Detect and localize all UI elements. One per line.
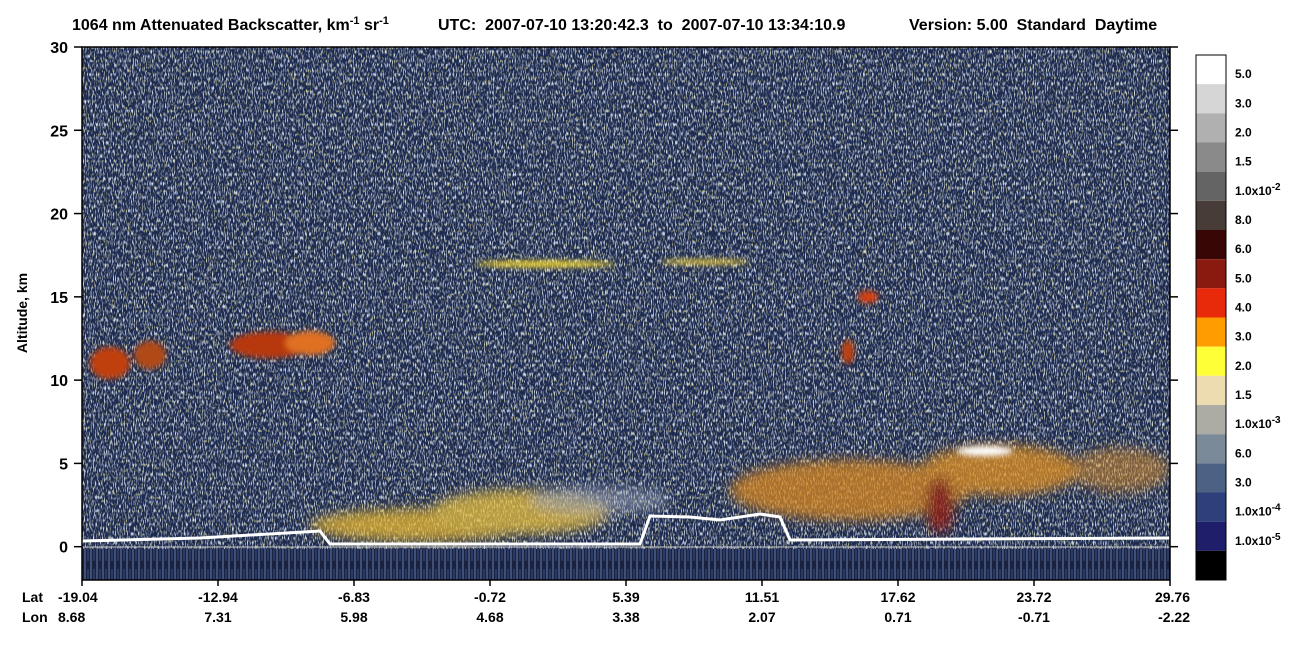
colorbar-label-text: 2.0: [1235, 126, 1252, 140]
colorbar-swatch: [1196, 463, 1226, 493]
colorbar-label: 1.0x10-4: [1235, 503, 1281, 519]
colorbar-label-text: 8.0: [1235, 213, 1252, 227]
colorbar-label-text: 3.0: [1235, 330, 1252, 344]
colorbar-swatch: [1196, 230, 1226, 260]
y-tick-label: 10: [50, 373, 68, 390]
colorbar-swatch: [1196, 288, 1226, 318]
colorbar-label-text: 1.0x10: [1235, 534, 1272, 548]
x-tick-label: 29.76: [1155, 589, 1190, 605]
colorbar-swatch: [1196, 405, 1226, 435]
colorbar-label-text: 1.0x10: [1235, 505, 1272, 519]
colorbar-label: 1.0x10-2: [1235, 182, 1281, 198]
colorbar-swatch: [1196, 84, 1226, 114]
x-tick-label: 11.51: [745, 589, 779, 605]
colorbar-label: 1.5: [1235, 388, 1252, 402]
colorbar-label-exponent: -3: [1272, 415, 1281, 426]
colorbar-label-text: 1.0x10: [1235, 184, 1272, 198]
colorbar-label: 8.0: [1235, 213, 1252, 227]
x-tick-label: -0.72: [474, 589, 506, 605]
colorbar-swatch: [1196, 521, 1226, 551]
backscatter-image: [82, 47, 1170, 580]
x-tick-label: 5.98: [340, 609, 367, 625]
colorbar-label: 3.0: [1235, 330, 1252, 344]
y-tick-label: 30: [50, 40, 68, 57]
title: 1064 nm Attenuated Backscatter, km-1 sr-…: [72, 15, 1157, 34]
colorbar-label: 1.0x10-3: [1235, 415, 1281, 431]
x-tick-label: -0.71: [1018, 609, 1050, 625]
title-sup: -1: [350, 15, 360, 27]
colorbar-swatch: [1196, 434, 1226, 464]
version: Version: 5.00 Standard Daytime: [909, 17, 1157, 34]
colorbar-swatch: [1196, 55, 1226, 85]
colorbar-swatch: [1196, 113, 1226, 143]
y-tick-label: 15: [50, 290, 68, 307]
colorbar-label: 6.0: [1235, 242, 1252, 256]
colorbar-label-text: 3.0: [1235, 476, 1252, 490]
x-tick-label: 3.38: [612, 609, 639, 625]
colorbar-swatch: [1196, 200, 1226, 230]
colorbar-label: 5.0: [1235, 271, 1252, 285]
colorbar-swatch: [1196, 171, 1226, 201]
title-main: 1064 nm Attenuated Backscatter, km: [72, 17, 350, 34]
y-tick-label: 25: [50, 123, 68, 140]
colorbar-label: 2.0: [1235, 359, 1252, 373]
axes: 0 5 10 15 20 25 30 Lat -19.04 -12.94 -6.83 -0.72 5.3…: [22, 40, 1190, 625]
x-tick-label: 0.71: [884, 609, 911, 625]
colorbar-label: 1.0x10-5: [1235, 532, 1281, 548]
y-tick-label: 5: [59, 456, 68, 473]
x-tick-label: 23.72: [1016, 589, 1051, 605]
colorbar-label-exponent: -2: [1272, 182, 1281, 193]
x-row-name: Lat: [22, 589, 43, 605]
colorbar-label: 3.0: [1235, 476, 1252, 490]
x-tick-label: -2.22: [1158, 609, 1190, 625]
colorbar-label-text: 1.5: [1235, 155, 1252, 169]
y-tick-label: 0: [59, 540, 68, 557]
colorbar-label-text: 3.0: [1235, 96, 1252, 110]
colorbar-label-text: 6.0: [1235, 242, 1252, 256]
x-tick-label: 5.39: [612, 589, 639, 605]
utc-range: UTC: 2007-07-10 13:20:42.3 to 2007-07-10…: [438, 17, 845, 34]
colorbar-label: 4.0: [1235, 301, 1252, 315]
x-row-name: Lon: [22, 609, 48, 625]
colorbar-frame: [1195, 54, 1227, 581]
colorbar-label-text: 1.5: [1235, 388, 1252, 402]
colorbar: 5.03.02.01.51.0x10-28.06.05.04.03.02.01.…: [1196, 55, 1281, 580]
colorbar-swatch: [1196, 375, 1226, 405]
colorbar-swatch: [1196, 492, 1226, 522]
title-text: 1064 nm Attenuated Backscatter, km-1 sr-…: [72, 15, 389, 34]
colorbar-label-text: 4.0: [1235, 301, 1252, 315]
colorbar-label-text: 6.0: [1235, 446, 1252, 460]
colorbar-label: 5.0: [1235, 67, 1252, 81]
y-axis-label: Altitude, km: [14, 273, 30, 353]
colorbar-swatch: [1196, 346, 1226, 376]
colorbar-swatch: [1196, 550, 1226, 580]
colorbar-label-text: 2.0: [1235, 359, 1252, 373]
x-tick-label: -12.94: [198, 589, 238, 605]
colorbar-swatch: [1196, 259, 1226, 289]
colorbar-swatch: [1196, 317, 1226, 347]
colorbar-swatch: [1196, 142, 1226, 172]
x-tick-label: 2.07: [748, 609, 775, 625]
x-tick-label: -6.83: [338, 589, 370, 605]
x-tick-label: 7.31: [204, 609, 231, 625]
title-mid: sr: [360, 17, 380, 34]
colorbar-label-text: 1.0x10: [1235, 417, 1272, 431]
x-tick-label: 4.68: [476, 609, 503, 625]
title-sup: -1: [379, 15, 389, 27]
colorbar-label-exponent: -4: [1272, 503, 1281, 514]
y-tick-label: 20: [50, 207, 68, 224]
colorbar-label: 2.0: [1235, 126, 1252, 140]
x-tick-label: -19.04: [58, 589, 98, 605]
colorbar-label-text: 5.0: [1235, 271, 1252, 285]
x-tick-label: 8.68: [58, 609, 85, 625]
colorbar-label: 6.0: [1235, 446, 1252, 460]
colorbar-label-exponent: -5: [1272, 532, 1281, 543]
colorbar-label: 3.0: [1235, 96, 1252, 110]
colorbar-label-text: 5.0: [1235, 67, 1252, 81]
colorbar-label: 1.5: [1235, 155, 1252, 169]
x-tick-label: 17.62: [880, 589, 915, 605]
